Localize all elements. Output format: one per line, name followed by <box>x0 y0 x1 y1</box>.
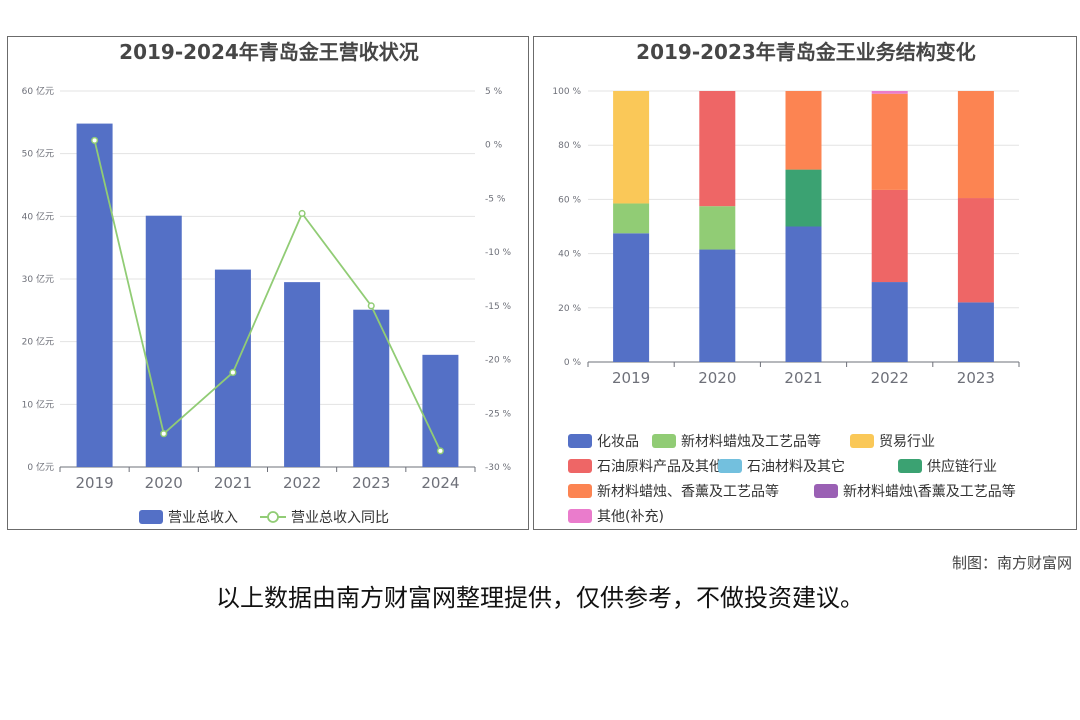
stack-segment-0 <box>699 249 736 362</box>
stack-segment-0 <box>957 302 994 362</box>
y-left-tick-label: 20 亿元 <box>22 336 54 348</box>
legend-label: 贸易行业 <box>879 434 935 450</box>
revenue-bar <box>284 282 321 467</box>
y-tick-label: 80 % <box>558 141 581 151</box>
yoy-point <box>91 136 99 144</box>
y-tick-label: 40 % <box>558 250 581 260</box>
revenue-bar <box>76 123 113 467</box>
y-tick-label: 0 % <box>564 358 582 368</box>
legend-marker-yoy <box>267 511 279 523</box>
x-tick-label: 2020 <box>698 369 736 387</box>
y-right-tick-label: -5 % <box>485 194 506 204</box>
revenue-bar <box>353 309 390 467</box>
legend-swatch <box>568 509 592 523</box>
y-right-tick-label: -30 % <box>485 463 512 473</box>
legend-label: 新材料蜡烛及工艺品等 <box>681 433 821 450</box>
stack-segment-0 <box>785 226 822 362</box>
y-right-tick-label: -20 % <box>485 356 512 366</box>
legend-swatch <box>718 459 742 473</box>
y-tick-label: 60 % <box>558 195 581 205</box>
stack-segment-1 <box>613 203 650 234</box>
chart-title: 2019-2024年青岛金王营收状况 <box>119 40 419 64</box>
yoy-point <box>229 368 237 377</box>
legend-label-yoy: 营业总收入同比 <box>291 510 389 526</box>
legend-label: 新材料蜡烛\香薰及工艺品等 <box>843 483 1016 500</box>
x-tick-label: 2019 <box>612 369 650 387</box>
revenue-bar <box>214 269 251 467</box>
y-tick-label: 100 % <box>552 87 581 97</box>
y-left-tick-label: 40 亿元 <box>22 210 54 222</box>
x-tick-label: 2023 <box>957 369 995 387</box>
y-left-tick-label: 10 亿元 <box>22 398 54 410</box>
structure-chart: 2019-2023年青岛金王业务结构变化 0 % 20 % 40 % 60 % 80 % 1… <box>552 40 1020 525</box>
legend-label: 化妆品 <box>597 434 639 450</box>
yoy-point <box>298 209 306 218</box>
legend-label: 供应链行业 <box>927 458 997 475</box>
legend-label: 新材料蜡烛、香薰及工艺品等 <box>597 483 779 500</box>
legend-label: 石油原料产品及其他 <box>597 459 723 475</box>
stack-segment-0 <box>871 282 908 362</box>
revenue-bar <box>145 215 182 467</box>
y-left-tick-label: 50 亿元 <box>22 148 54 160</box>
yoy-point <box>160 430 168 438</box>
y-tick-label: 20 % <box>558 304 581 314</box>
yoy-point <box>436 447 444 455</box>
y-right-tick-label: -10 % <box>485 248 512 258</box>
legend-swatch <box>568 484 592 498</box>
stack-segment-0 <box>613 233 650 362</box>
legend-label: 石油材料及其它 <box>747 458 845 475</box>
legend-swatch <box>568 434 592 448</box>
legend-swatch-revenue <box>139 510 163 524</box>
x-tick-label: 2021 <box>214 474 252 492</box>
stack-segment-6 <box>785 91 822 170</box>
stack-segment-3 <box>957 198 994 303</box>
structure-chart-panel: 2019-2023年青岛金王业务结构变化 0 % 20 % 40 % 60 % 80 % 1… <box>533 36 1077 530</box>
y-right-tick-label: -15 % <box>485 302 512 312</box>
legend-swatch <box>850 434 874 448</box>
legend-label-revenue: 营业总收入 <box>168 510 238 526</box>
disclaimer-text: 以上数据由南方财富网整理提供，仅供参考，不做投资建议。 <box>216 584 864 612</box>
stack-segment-8 <box>871 91 908 94</box>
stack-segment-6 <box>957 91 994 199</box>
revenue-chart-panel: 2019-2024年青岛金王营收状况 0 亿元 10 亿元 20 亿元 30 亿元 40 … <box>7 36 529 530</box>
chart-title: 2019-2023年青岛金王业务结构变化 <box>636 40 976 64</box>
legend-swatch <box>652 434 676 448</box>
y-left-tick-label: 60 亿元 <box>22 85 54 97</box>
x-tick-label: 2019 <box>75 474 113 492</box>
yoy-line <box>93 140 442 452</box>
stack-segment-1 <box>699 206 736 250</box>
y-left-tick-label: 0 亿元 <box>27 461 54 473</box>
y-right-tick-label: -25 % <box>485 409 512 419</box>
x-tick-label: 2023 <box>352 474 390 492</box>
y-right-tick-label: 0 % <box>485 141 503 151</box>
stack-segment-2 <box>613 91 650 204</box>
y-left-tick-label: 30 亿元 <box>22 273 54 285</box>
legend-label: 其他(补充) <box>597 509 664 525</box>
x-tick-label: 2020 <box>145 474 183 492</box>
y-right-tick-label: 5 % <box>485 87 503 97</box>
legend-swatch <box>898 459 922 473</box>
x-tick-label: 2021 <box>784 369 822 387</box>
x-tick-label: 2022 <box>871 369 909 387</box>
revenue-chart: 2019-2024年青岛金王营收状况 0 亿元 10 亿元 20 亿元 30 亿元 40 … <box>22 40 512 526</box>
x-tick-label: 2024 <box>421 474 459 492</box>
x-tick-label: 2022 <box>283 474 321 492</box>
stack-segment-3 <box>871 189 908 283</box>
chart-credit: 制图：南方财富网 <box>951 554 1072 572</box>
legend-swatch <box>568 459 592 473</box>
yoy-point <box>367 302 375 310</box>
stack-segment-5 <box>785 169 822 227</box>
stack-segment-3 <box>699 91 736 207</box>
stack-segment-6 <box>871 93 908 190</box>
legend-swatch <box>814 484 838 498</box>
